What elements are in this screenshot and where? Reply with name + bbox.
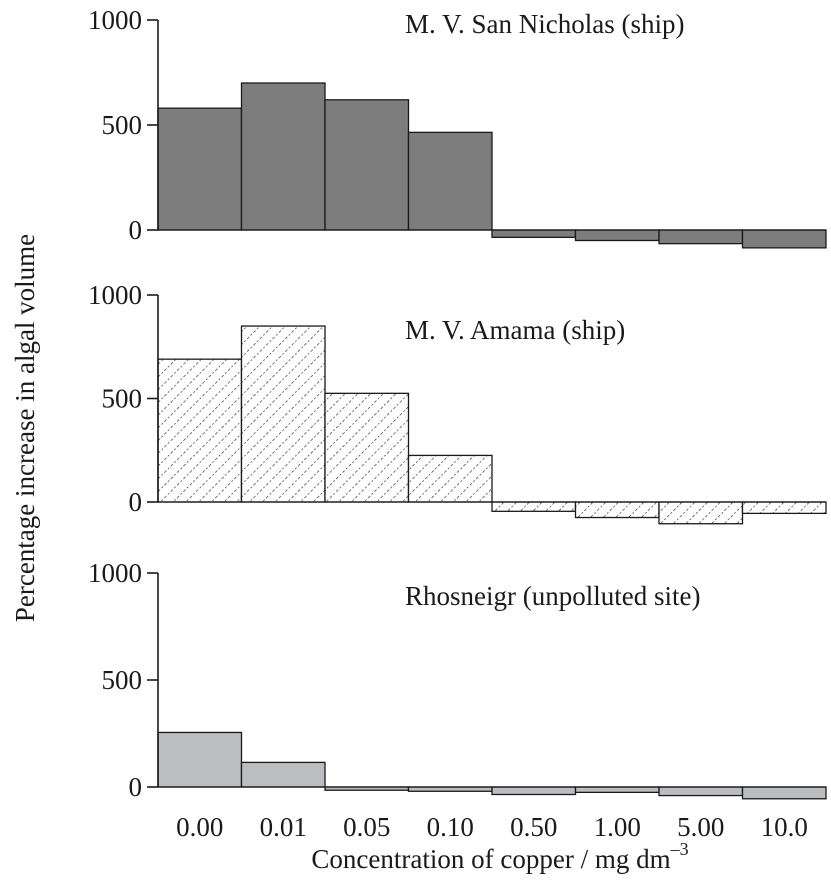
bar <box>157 731 243 788</box>
x-axis-title: Concentration of copper / mg dm–3 <box>311 839 688 874</box>
bar <box>324 392 410 503</box>
y-tick-label: 0 <box>129 215 143 245</box>
bar <box>658 501 744 525</box>
bar <box>574 786 660 793</box>
x-tick-label: 0.50 <box>510 812 557 842</box>
bar <box>240 761 326 788</box>
x-tick-label: 1.00 <box>594 812 641 842</box>
bar <box>658 229 744 245</box>
y-tick-label: 1000 <box>88 5 142 35</box>
y-tick-label: 0 <box>129 487 143 517</box>
x-tick-label: 0.01 <box>260 812 307 842</box>
bar <box>407 454 493 503</box>
panel-1: 0 500 1000 M. V. San Nicholas (ship) <box>88 5 827 249</box>
x-tick-label: 0.10 <box>427 812 474 842</box>
bar <box>324 99 410 231</box>
y-tick-label: 500 <box>102 384 143 414</box>
x-tick-labels: 0.00 0.01 0.05 0.10 0.50 1.00 5.00 10.0 <box>176 812 808 842</box>
x-tick-label: 10.0 <box>761 812 808 842</box>
y-tick-label: 0 <box>129 772 143 802</box>
bar <box>658 786 744 797</box>
x-tick-label: 0.00 <box>176 812 223 842</box>
bar <box>157 358 243 503</box>
panel-title: Rhosneigr (unpolluted site) <box>405 581 700 611</box>
bar <box>741 229 827 249</box>
y-tick-label: 500 <box>102 110 143 140</box>
y-tick-label: 1000 <box>88 558 142 588</box>
bar <box>157 107 243 231</box>
panel-title: M. V. San Nicholas (ship) <box>405 9 685 39</box>
bar <box>407 131 493 231</box>
bar <box>741 786 827 800</box>
bar <box>741 501 827 515</box>
bar <box>491 501 577 512</box>
bar <box>240 82 326 231</box>
panel-2: 0 500 1000 M. V. Amama (ship) <box>88 280 827 525</box>
y-tick-label: 1000 <box>88 280 142 310</box>
x-tick-label: 0.05 <box>343 812 390 842</box>
bar <box>574 229 660 242</box>
y-tick-label: 500 <box>102 665 143 695</box>
panel-3: 0 500 1000 Rhosneigr (unpolluted site) <box>88 558 827 802</box>
panel-title: M. V. Amama (ship) <box>405 315 625 345</box>
bar <box>240 325 326 503</box>
bar <box>574 501 660 519</box>
bar <box>491 786 577 796</box>
y-axis-title: Percentage increase in algal volume <box>10 234 40 622</box>
bar <box>491 229 577 238</box>
x-tick-label: 5.00 <box>677 812 724 842</box>
